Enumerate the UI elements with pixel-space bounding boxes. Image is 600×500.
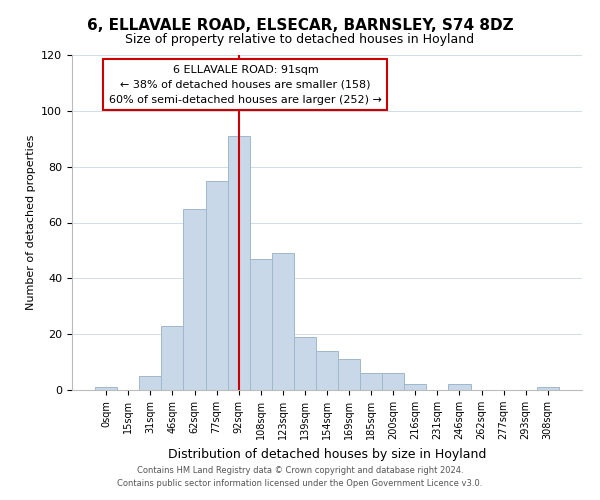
X-axis label: Distribution of detached houses by size in Hoyland: Distribution of detached houses by size … <box>168 448 486 460</box>
Bar <box>448 384 470 390</box>
Bar <box>272 253 294 390</box>
Bar <box>161 326 184 390</box>
Bar <box>360 373 382 390</box>
Bar <box>338 360 360 390</box>
Bar <box>382 373 404 390</box>
Text: 6, ELLAVALE ROAD, ELSECAR, BARNSLEY, S74 8DZ: 6, ELLAVALE ROAD, ELSECAR, BARNSLEY, S74… <box>86 18 514 32</box>
Bar <box>139 376 161 390</box>
Bar <box>184 208 206 390</box>
Text: 6 ELLAVALE ROAD: 91sqm
← 38% of detached houses are smaller (158)
60% of semi-de: 6 ELLAVALE ROAD: 91sqm ← 38% of detached… <box>109 65 382 104</box>
Bar <box>537 387 559 390</box>
Bar <box>294 337 316 390</box>
Bar <box>404 384 427 390</box>
Bar <box>316 351 338 390</box>
Bar <box>250 259 272 390</box>
Bar <box>95 387 117 390</box>
Bar <box>227 136 250 390</box>
Bar <box>206 180 227 390</box>
Text: Size of property relative to detached houses in Hoyland: Size of property relative to detached ho… <box>125 32 475 46</box>
Text: Contains HM Land Registry data © Crown copyright and database right 2024.
Contai: Contains HM Land Registry data © Crown c… <box>118 466 482 487</box>
Y-axis label: Number of detached properties: Number of detached properties <box>26 135 35 310</box>
